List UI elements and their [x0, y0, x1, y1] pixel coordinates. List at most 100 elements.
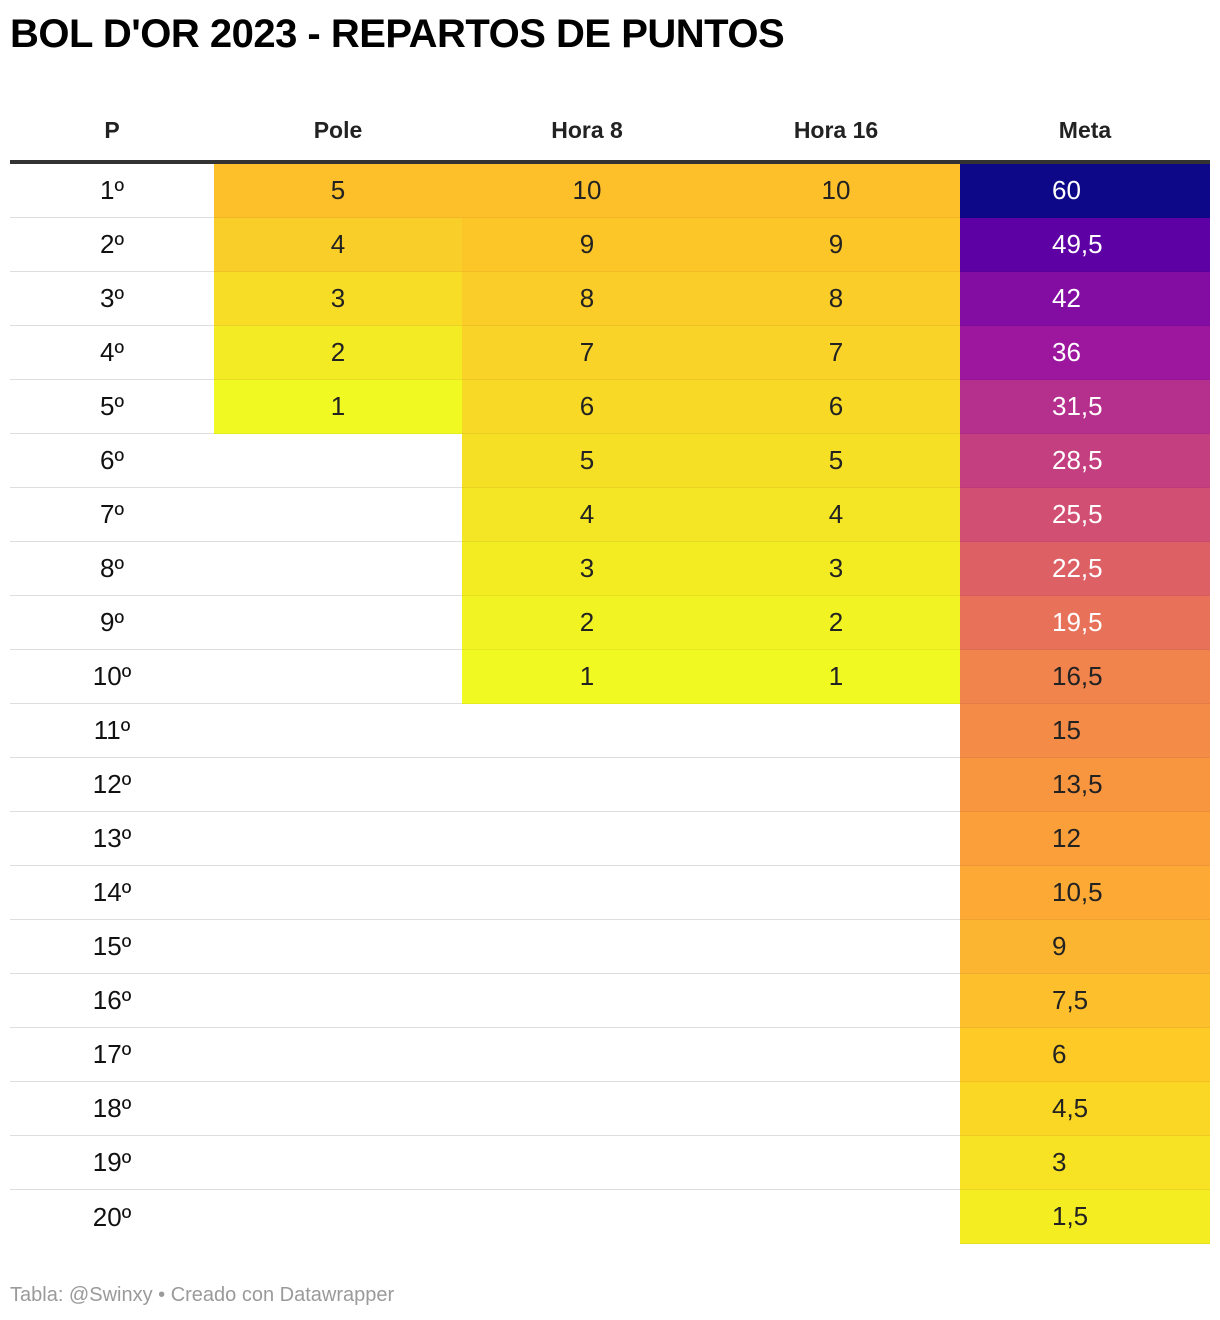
cell-hora-16 — [712, 1136, 960, 1190]
cell-hora-16: 10 — [712, 164, 960, 218]
table-row: 1º 5 10 10 60 — [10, 164, 1210, 218]
column-header-position[interactable]: P — [104, 116, 120, 143]
cell-position: 18º — [10, 1082, 214, 1136]
cell-hora-16: 8 — [712, 272, 960, 326]
table-row: 15º 9 — [10, 920, 1210, 974]
cell-meta: 60 — [960, 164, 1210, 218]
cell-hora-16 — [712, 812, 960, 866]
cell-pole — [214, 1136, 462, 1190]
cell-pole — [214, 1190, 462, 1244]
column-header-hora-8[interactable]: Hora 8 — [551, 116, 623, 143]
cell-position: 7º — [10, 488, 214, 542]
cell-hora-8: 5 — [462, 434, 712, 488]
cell-meta: 31,5 — [960, 380, 1210, 434]
cell-meta: 15 — [960, 704, 1210, 758]
table-row: 5º 1 6 6 31,5 — [10, 380, 1210, 434]
cell-hora-16: 1 — [712, 650, 960, 704]
cell-position: 13º — [10, 812, 214, 866]
cell-position: 1º — [10, 164, 214, 218]
points-table: P Pole Hora 8 Hora 16 Meta 1º 5 10 10 60 2º 4 9 9 49,… — [10, 100, 1210, 1244]
cell-hora-8 — [462, 758, 712, 812]
table-row: 19º 3 — [10, 1136, 1210, 1190]
cell-meta: 10,5 — [960, 866, 1210, 920]
cell-hora-8 — [462, 920, 712, 974]
table-row: 17º 6 — [10, 1028, 1210, 1082]
cell-pole — [214, 812, 462, 866]
table-row: 14º 10,5 — [10, 866, 1210, 920]
cell-hora-8 — [462, 1082, 712, 1136]
cell-position: 15º — [10, 920, 214, 974]
cell-hora-16 — [712, 1028, 960, 1082]
cell-meta: 1,5 — [960, 1190, 1210, 1244]
cell-meta: 19,5 — [960, 596, 1210, 650]
cell-hora-8 — [462, 812, 712, 866]
cell-pole — [214, 542, 462, 596]
cell-meta: 25,5 — [960, 488, 1210, 542]
cell-hora-8: 2 — [462, 596, 712, 650]
table-row: 12º 13,5 — [10, 758, 1210, 812]
column-header-meta[interactable]: Meta — [1058, 116, 1112, 143]
cell-position: 10º — [10, 650, 214, 704]
cell-position: 6º — [10, 434, 214, 488]
cell-pole — [214, 704, 462, 758]
cell-meta: 9 — [960, 920, 1210, 974]
cell-pole — [214, 488, 462, 542]
cell-hora-8 — [462, 1190, 712, 1244]
cell-pole: 4 — [214, 218, 462, 272]
cell-pole — [214, 1028, 462, 1082]
cell-pole — [214, 434, 462, 488]
cell-meta: 3 — [960, 1136, 1210, 1190]
cell-position: 12º — [10, 758, 214, 812]
cell-hora-16 — [712, 974, 960, 1028]
cell-hora-8 — [462, 866, 712, 920]
cell-hora-16: 3 — [712, 542, 960, 596]
cell-meta: 7,5 — [960, 974, 1210, 1028]
cell-meta: 16,5 — [960, 650, 1210, 704]
table-header: P Pole Hora 8 Hora 16 Meta — [10, 100, 1210, 164]
cell-hora-16: 5 — [712, 434, 960, 488]
table-row: 18º 4,5 — [10, 1082, 1210, 1136]
cell-position: 5º — [10, 380, 214, 434]
cell-position: 20º — [92, 1201, 132, 1232]
cell-meta: 42 — [960, 272, 1210, 326]
cell-pole: 3 — [214, 272, 462, 326]
table-body: 1º 5 10 10 60 2º 4 9 9 49,5 3º 3 8 8 42 4º 2 7 7 36 5º 1 6 6 31,… — [10, 164, 1210, 1244]
cell-hora-16 — [712, 704, 960, 758]
table-row: 11º 15 — [10, 704, 1210, 758]
column-header-pole[interactable]: Pole — [313, 116, 363, 143]
cell-pole — [214, 866, 462, 920]
table-row: 3º 3 8 8 42 — [10, 272, 1210, 326]
cell-hora-16: 6 — [712, 380, 960, 434]
cell-meta: 13,5 — [960, 758, 1210, 812]
cell-meta: 4,5 — [960, 1082, 1210, 1136]
cell-meta: 36 — [960, 326, 1210, 380]
table-row: 2º 4 9 9 49,5 — [10, 218, 1210, 272]
cell-meta: 22,5 — [960, 542, 1210, 596]
cell-position: 14º — [10, 866, 214, 920]
table-row: 16º 7,5 — [10, 974, 1210, 1028]
cell-hora-8: 7 — [462, 326, 712, 380]
cell-hora-16: 4 — [712, 488, 960, 542]
cell-meta: 28,5 — [960, 434, 1210, 488]
cell-hora-16: 9 — [712, 218, 960, 272]
cell-meta: 12 — [960, 812, 1210, 866]
cell-pole: 1 — [214, 380, 462, 434]
table-row: 4º 2 7 7 36 — [10, 326, 1210, 380]
cell-hora-8: 4 — [462, 488, 712, 542]
table-row: 20º 1,5 — [10, 1190, 1210, 1244]
cell-pole: 5 — [214, 164, 462, 218]
table-row: 9º 2 2 19,5 — [10, 596, 1210, 650]
table-row: 7º 4 4 25,5 — [10, 488, 1210, 542]
source-footer: Tabla: @Swinxy • Creado con Datawrapper — [10, 1284, 395, 1306]
cell-hora-16: 2 — [712, 596, 960, 650]
table-row: 13º 12 — [10, 812, 1210, 866]
cell-hora-16 — [712, 866, 960, 920]
cell-pole — [214, 920, 462, 974]
cell-pole — [214, 596, 462, 650]
cell-hora-16: 7 — [712, 326, 960, 380]
cell-position: 2º — [10, 218, 214, 272]
cell-position: 9º — [10, 596, 214, 650]
table-row: 10º 1 1 16,5 — [10, 650, 1210, 704]
column-header-hora-16[interactable]: Hora 16 — [793, 116, 879, 143]
cell-hora-16 — [712, 1082, 960, 1136]
